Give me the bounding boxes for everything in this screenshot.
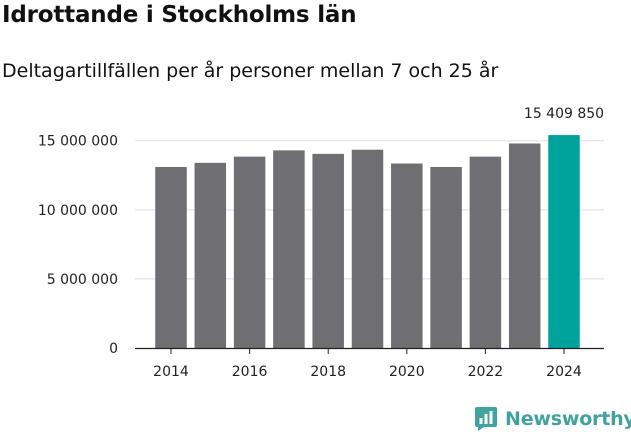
bar-2023 (508, 143, 541, 348)
data-label-2024: 15 409 850 (524, 106, 604, 122)
y-tick-label: 5 000 000 (47, 272, 118, 288)
x-tick-label: 2022 (468, 364, 504, 380)
bar-2016 (233, 156, 266, 348)
newsworthy-brand: Newsworthy (474, 406, 631, 432)
newsworthy-logo-icon (475, 407, 497, 431)
x-tick-label: 2020 (389, 364, 425, 380)
bar-2020 (391, 163, 423, 348)
bar-2017 (273, 150, 305, 348)
y-tick-label: 10 000 000 (38, 203, 118, 219)
tick-labels: 0 5 000 000 10 000 000 15 000 000 15 409 850… (38, 106, 604, 380)
y-tick-label: 0 (109, 341, 118, 357)
bar-2024 (548, 135, 580, 348)
axes (135, 347, 604, 354)
bar-2018 (312, 153, 344, 348)
chart-subtitle: Deltagartillfällen per år personer mella… (2, 60, 499, 82)
x-tick-label: 2014 (153, 364, 189, 380)
x-tick-label: 2024 (546, 364, 582, 380)
bar-2014 (155, 166, 187, 348)
bar-2021 (430, 166, 462, 348)
x-tick-label: 2016 (232, 364, 268, 380)
chart-title: Idrottande i Stockholms län (2, 2, 357, 28)
y-tick-label: 15 000 000 (38, 134, 118, 150)
bar-2022 (469, 156, 502, 348)
x-tick-label: 2018 (310, 364, 346, 380)
bars (155, 135, 580, 348)
brand-name: Newsworthy (505, 408, 631, 430)
bar-2019 (351, 149, 384, 348)
bar-2015 (194, 162, 227, 348)
